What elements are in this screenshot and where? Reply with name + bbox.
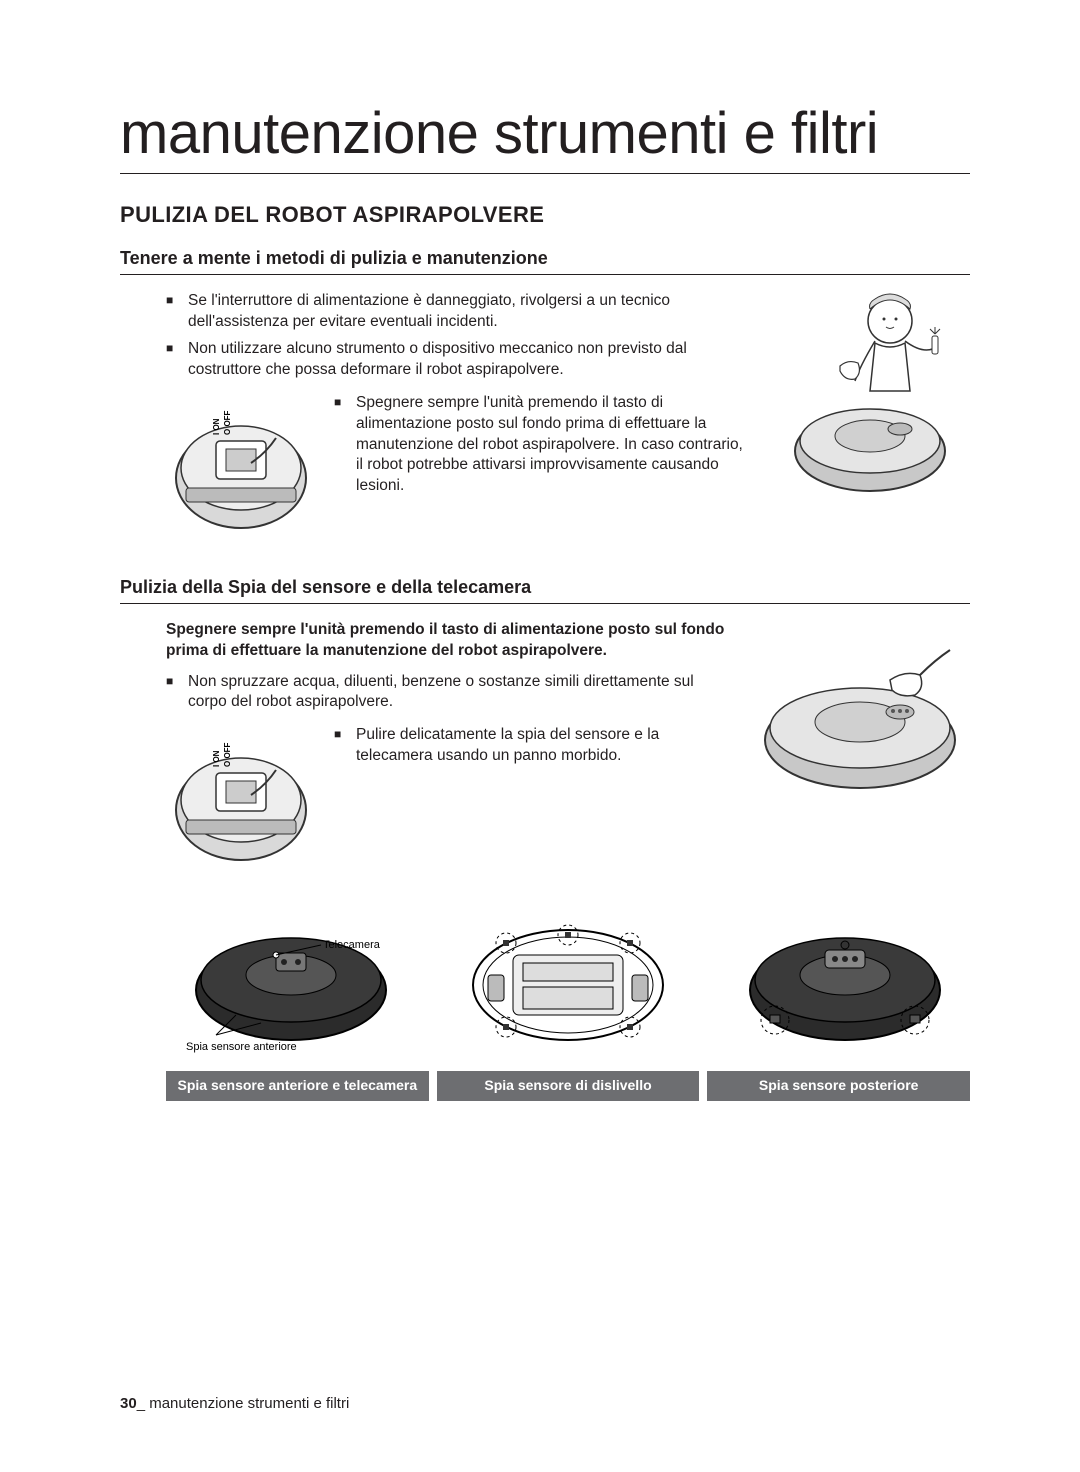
section2-indent-bullets: Pulire delicatamente la spia del sensore… <box>334 725 730 773</box>
section2-row: Spegnere sempre l'unità premendo il tast… <box>120 620 970 876</box>
robot-underside-icon: I ON O OFF <box>166 393 316 543</box>
page-title: manutenzione strumenti e filtri <box>120 100 970 174</box>
bullet-item: Pulire delicatamente la spia del sensore… <box>334 725 730 767</box>
diagram-row: Telecamera Spia sensore anteriore <box>166 905 970 1055</box>
bullet-item: Spegnere sempre l'unità premendo il tast… <box>334 393 750 498</box>
section2-heading: Pulizia della Spia del sensore e della t… <box>120 577 970 604</box>
robot-top-front-icon: Telecamera Spia sensore anteriore <box>181 905 401 1055</box>
section1-bullets: Se l'interruttore di alimentazione è dan… <box>166 291 750 381</box>
section2-bullets: Non spruzzare acqua, diluenti, benzene o… <box>166 672 730 714</box>
person-robot-icon <box>770 281 970 501</box>
page-subtitle: PULIZIA DEL ROBOT ASPIRAPOLVERE <box>120 202 970 228</box>
section1-indent-bullets: Spegnere sempre l'unità premendo il tast… <box>334 393 750 504</box>
bullet-item: Non spruzzare acqua, diluenti, benzene o… <box>166 672 730 714</box>
svg-text:Telecamera: Telecamera <box>323 939 381 951</box>
page-footer: 30_ manutenzione strumenti e filtri <box>120 1395 349 1412</box>
robot-top-rear-icon <box>735 905 955 1055</box>
cleaning-person-illustration <box>770 291 970 491</box>
robot-bottom-icon <box>458 905 678 1055</box>
svg-text:O OFF: O OFF <box>223 410 232 435</box>
section1-heading: Tenere a mente i metodi di pulizia e man… <box>120 248 970 275</box>
caption-2: Spia sensore di dislivello <box>437 1071 700 1101</box>
caption-1: Spia sensore anteriore e telecamera <box>166 1071 429 1101</box>
footer-sep: _ <box>137 1395 150 1412</box>
page-number: 30 <box>120 1395 137 1412</box>
section2-bold-text: Spegnere sempre l'unità premendo il tast… <box>166 620 730 662</box>
svg-text:Spia sensore anteriore: Spia sensore anteriore <box>186 1041 297 1053</box>
svg-text:I ON: I ON <box>212 418 221 435</box>
bullet-item: Non utilizzare alcuno strumento o dispos… <box>166 339 750 381</box>
manual-page: manutenzione strumenti e filtri PULIZIA … <box>0 0 1080 1472</box>
footer-text: manutenzione strumenti e filtri <box>149 1395 349 1412</box>
robot-underside-illustration: I ON O OFF <box>166 393 316 543</box>
diagram-cliff-sensor <box>443 905 692 1055</box>
robot-wipe-icon <box>750 640 970 800</box>
section1-row: Se l'interruttore di alimentazione è dan… <box>120 291 970 543</box>
diagram-rear-sensor <box>721 905 970 1055</box>
caption-row: Spia sensore anteriore e telecamera Spia… <box>166 1071 970 1101</box>
diagram-front-sensor: Telecamera Spia sensore anteriore <box>166 905 415 1055</box>
robot-underside-illustration-2: I ON O OFF <box>166 725 316 875</box>
svg-text:O OFF: O OFF <box>223 743 232 768</box>
caption-3: Spia sensore posteriore <box>707 1071 970 1101</box>
cleaning-robot-illustration <box>750 620 970 800</box>
bullet-item: Se l'interruttore di alimentazione è dan… <box>166 291 750 333</box>
robot-underside-icon: I ON O OFF <box>166 725 316 875</box>
svg-text:I ON: I ON <box>212 751 221 768</box>
